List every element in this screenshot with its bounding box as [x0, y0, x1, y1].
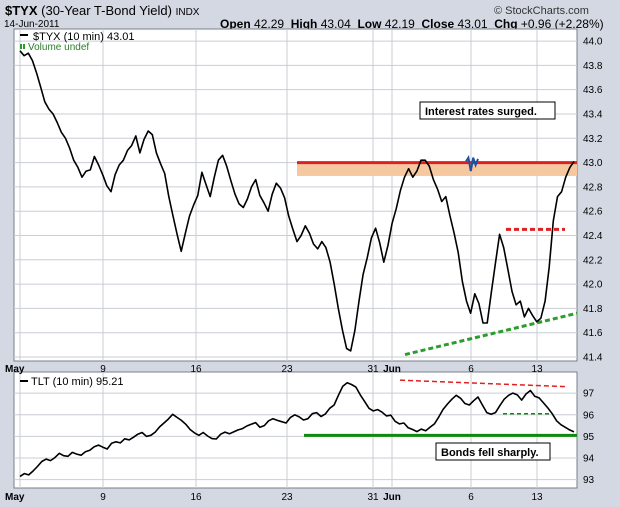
tlt-x-tick-label: Jun [383, 492, 401, 503]
resistance-zone [297, 162, 577, 176]
tlt-legend: TLT (10 min) 95.21 [20, 376, 124, 388]
tlt-x-tick-label: 16 [190, 492, 202, 503]
low-label: Low [357, 17, 382, 31]
price-y-tick-label: 43.4 [583, 109, 603, 120]
downtrend-line [399, 379, 567, 388]
price-axis-labels: 41.4 41.6 41.8 42.0 42.2 42.4 42.6 42.8 43.0 43.2… [5, 37, 603, 375]
price-x-tick-label: 6 [468, 364, 474, 375]
copyright: © StockCharts.com [494, 5, 589, 17]
tlt-series [19, 381, 575, 478]
open-label: Open [220, 17, 251, 31]
price-x-tick-label: 16 [190, 364, 202, 375]
price-callout: Interest rates surged. [419, 101, 556, 120]
symbol-title: $TYX (30-Year T-Bond Yield) INDX [5, 3, 199, 18]
price-y-tick-label: 41.6 [583, 328, 603, 339]
price-y-tick-label: 42.8 [583, 182, 603, 193]
tlt-x-tick-label: 23 [281, 492, 293, 503]
price-line [19, 50, 575, 352]
chart-date: 14-Jun-2011 [4, 19, 60, 30]
tlt-line [19, 381, 575, 478]
high-value: 43.04 [320, 17, 351, 31]
price-series [19, 50, 575, 352]
tlt-y-tick-label: 93 [583, 475, 595, 486]
price-x-tick-label: 13 [531, 364, 543, 375]
low-value: 42.19 [384, 17, 415, 31]
price-panel [13, 28, 578, 362]
price-x-tick-label: May [5, 364, 25, 375]
price-y-tick-label: 43.0 [583, 158, 603, 169]
tlt-y-tick-label: 97 [583, 389, 595, 400]
chg-value: +0.96 (+2.28%) [520, 17, 604, 31]
support-trendline [404, 311, 578, 357]
close-label: Close [421, 17, 455, 31]
price-x-tick-label: 31 [367, 364, 379, 375]
price-annotations [297, 161, 578, 357]
price-y-tick-label: 41.4 [583, 353, 603, 364]
price-y-tick-label: 43.6 [583, 85, 603, 96]
price-legend-text: $TYX (10 min) 43.01 [33, 31, 135, 43]
open-value: 42.29 [254, 17, 285, 31]
high-label: High [290, 17, 318, 31]
tlt-y-tick-label: 95 [583, 432, 595, 443]
tlt-panel [13, 371, 578, 489]
price-y-tick-label: 44.0 [583, 37, 603, 48]
tlt-y-tick-label: 96 [583, 410, 595, 421]
price-x-tick-label: 9 [100, 364, 106, 375]
price-legend: $TYX (10 min) 43.01 Volume undef [20, 31, 135, 53]
price-y-tick-label: 42.0 [583, 280, 603, 291]
tlt-x-tick-label: May [5, 492, 25, 503]
tlt-axis-labels: 93 94 95 96 97 May 9 16 23 31 Jun 6 13 [5, 389, 595, 503]
symbol: $TYX [5, 3, 38, 18]
tlt-callout-text: Bonds fell sharply. [441, 447, 539, 459]
volume-label: Volume undef [28, 42, 89, 53]
symbol-description: (30-Year T-Bond Yield) [41, 3, 172, 18]
price-callout-text: Interest rates surged. [425, 106, 537, 118]
tlt-y-tick-label: 94 [583, 454, 595, 465]
tlt-legend-text: TLT (10 min) 95.21 [31, 376, 124, 388]
tlt-x-tick-label: 6 [468, 492, 474, 503]
price-x-tick-label: Jun [383, 364, 401, 375]
tlt-annotations [304, 379, 577, 437]
price-y-tick-label: 42.2 [583, 255, 603, 266]
price-x-tick-label: 23 [281, 364, 293, 375]
tlt-x-tick-label: 31 [367, 492, 379, 503]
tlt-x-tick-label: 13 [531, 492, 543, 503]
highlight-segment [465, 155, 479, 172]
price-y-tick-label: 43.2 [583, 134, 603, 145]
price-y-tick-label: 41.8 [583, 304, 603, 315]
price-y-tick-label: 42.4 [583, 231, 603, 242]
chg-label: Chg [494, 17, 518, 31]
close-value: 43.01 [457, 17, 488, 31]
price-grid [14, 29, 577, 361]
tlt-x-tick-label: 9 [100, 492, 106, 503]
price-y-tick-label: 42.6 [583, 207, 603, 218]
ohlc-bar: Open 42.29 High 43.04 Low 42.19 Close 43… [220, 17, 604, 31]
price-y-tick-label: 43.8 [583, 61, 603, 72]
tlt-callout: Bonds fell sharply. [435, 442, 551, 461]
exchange: INDX [175, 7, 200, 18]
